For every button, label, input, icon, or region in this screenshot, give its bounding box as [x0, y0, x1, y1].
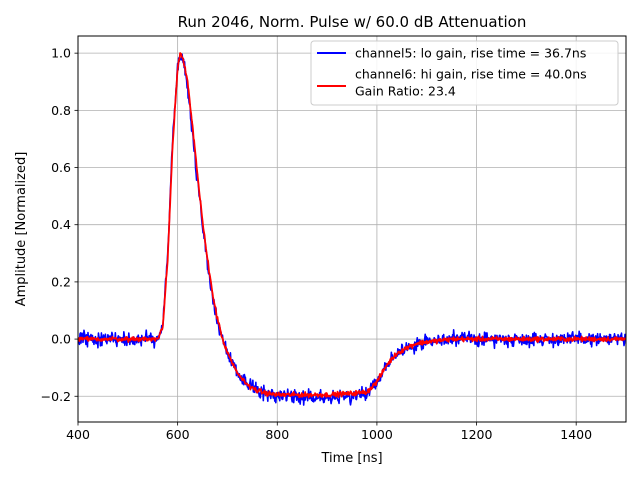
x-tick-label: 800: [265, 427, 289, 442]
y-tick-label: −0.2: [41, 389, 71, 404]
y-axis-label: Amplitude [Normalized]: [14, 152, 29, 307]
legend-label-channel6: channel6: hi gain, rise time = 40.0ns: [355, 67, 587, 82]
x-axis: 400 600 800 1000 1200 1400: [66, 422, 592, 442]
y-tick-label: 0.0: [51, 332, 71, 347]
legend-annotation-gain-ratio: Gain Ratio: 23.4: [355, 84, 456, 99]
x-tick-label: 1000: [361, 427, 393, 442]
x-tick-label: 1200: [461, 427, 493, 442]
y-tick-label: 0.4: [51, 217, 71, 232]
series-line-channel6: [78, 52, 626, 399]
y-tick-label: 1.0: [51, 46, 71, 61]
legend: channel5: lo gain, rise time = 36.7ns ch…: [310, 40, 619, 106]
x-tick-label: 600: [166, 427, 190, 442]
y-tick-label: 0.8: [51, 103, 71, 118]
y-tick-label: 0.6: [51, 160, 71, 175]
series-layer: [78, 52, 626, 406]
y-axis: −0.2 0.0 0.2 0.4 0.6 0.8 1.0: [41, 46, 78, 404]
x-tick-label: 1400: [560, 427, 592, 442]
x-tick-label: 400: [66, 427, 90, 442]
legend-box: [310, 40, 619, 106]
y-tick-label: 0.2: [51, 274, 71, 289]
legend-label-channel5: channel5: lo gain, rise time = 36.7ns: [355, 46, 586, 61]
plot-frame: [77, 35, 627, 423]
chart-title: Run 2046, Norm. Pulse w/ 60.0 dB Attenua…: [178, 13, 527, 31]
x-axis-label: Time [ns]: [320, 451, 382, 466]
